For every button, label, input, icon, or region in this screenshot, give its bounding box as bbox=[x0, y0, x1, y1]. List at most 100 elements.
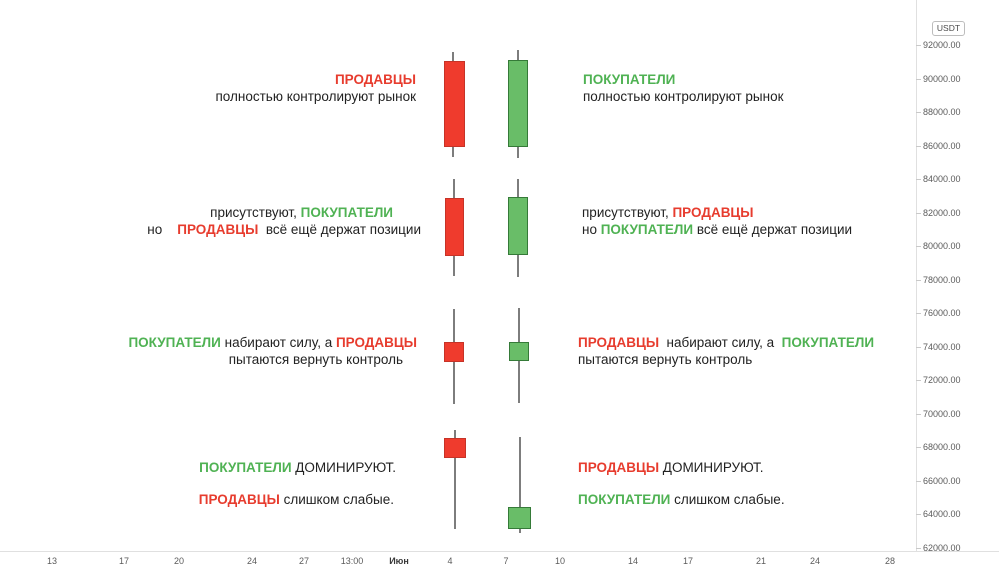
candle-body-bearish bbox=[445, 198, 464, 256]
time-axis-label: 27 bbox=[298, 556, 309, 566]
annotation-right-row1: ПОКУПАТЕЛИ полностью контролируют рынок bbox=[583, 71, 784, 105]
time-axis-label: 14 bbox=[627, 556, 638, 566]
annotation-segment-black: присутствуют, bbox=[582, 205, 673, 220]
price-axis-tick bbox=[916, 481, 921, 482]
price-axis-tick bbox=[916, 146, 921, 147]
annotation-line: полностью контролируют рынок bbox=[216, 88, 417, 105]
price-axis-line bbox=[916, 0, 917, 552]
price-axis-tick bbox=[916, 447, 921, 448]
time-axis-label: 24 bbox=[246, 556, 257, 566]
annotation-segment-black: полностью контролируют рынок bbox=[215, 89, 417, 104]
price-axis-tick bbox=[916, 280, 921, 281]
time-axis[interactable]: 13 17 20 24 27 13:00 Июн 4 7 10 14 17 21 24 28 bbox=[0, 552, 999, 582]
annotation-segment-green: ПОКУПАТЕЛИ bbox=[781, 335, 875, 350]
annotation-segment-black: пытаются вернуть контроль bbox=[228, 352, 403, 367]
annotation-segment-red: ПРОДАВЦЫ bbox=[198, 492, 280, 507]
annotation-left-row4: ПОКУПАТЕЛИ ДОМИНИРУЮТ. ПРОДАВЦЫ слишком с… bbox=[199, 459, 396, 508]
price-axis-tick bbox=[916, 514, 921, 515]
annotation-segment-green: ПОКУПАТЕЛИ bbox=[296, 205, 393, 220]
annotation-segment-red: ПРОДАВЦЫ bbox=[335, 335, 417, 350]
candle-body-bullish bbox=[509, 342, 529, 361]
annotation-segment-green: ПОКУПАТЕЛИ bbox=[583, 72, 676, 87]
price-axis-label: 84000.00 bbox=[923, 174, 961, 184]
price-axis-label: 82000.00 bbox=[923, 208, 961, 218]
annotation-line: но ПРОДАВЦЫ всё ещё держат позиции bbox=[147, 221, 421, 238]
annotation-left-row2: присутствуют, ПОКУПАТЕЛИ но ПРОДАВЦЫ всё … bbox=[147, 204, 421, 238]
time-axis-label: 17 bbox=[682, 556, 693, 566]
price-axis-tick bbox=[916, 179, 921, 180]
annotation-segment-green: ПОКУПАТЕЛИ bbox=[128, 335, 221, 350]
time-axis-label: 21 bbox=[755, 556, 766, 566]
annotation-line: ПОКУПАТЕЛИ слишком слабые. bbox=[578, 491, 785, 508]
annotation-segment-black: всё ещё держат позиции bbox=[258, 222, 421, 237]
annotation-line: полностью контролируют рынок bbox=[583, 88, 784, 105]
price-axis-label: 68000.00 bbox=[923, 442, 961, 452]
price-axis-tick bbox=[916, 380, 921, 381]
price-axis-label: 88000.00 bbox=[923, 107, 961, 117]
annotation-segment-red: ПРОДАВЦЫ bbox=[334, 72, 416, 87]
price-axis-tick bbox=[916, 112, 921, 113]
time-axis-label: 4 bbox=[447, 556, 453, 566]
annotation-line: ПОКУПАТЕЛИ bbox=[583, 71, 784, 88]
candle-body-bearish bbox=[444, 342, 464, 362]
time-axis-label: 7 bbox=[503, 556, 509, 566]
annotation-segment-red: ПРОДАВЦЫ bbox=[578, 460, 660, 475]
candle-wick bbox=[454, 430, 456, 529]
annotation-segment-red: ПРОДАВЦЫ bbox=[578, 335, 660, 350]
annotation-segment-black: всё ещё держат позиции bbox=[693, 222, 853, 237]
annotation-segment-black: ДОМИНИРУЮТ. bbox=[291, 460, 396, 475]
annotation-line: присутствуют, ПРОДАВЦЫ bbox=[582, 204, 852, 221]
annotation-segment-black: но bbox=[582, 222, 601, 237]
price-axis-label: 76000.00 bbox=[923, 308, 961, 318]
annotation-line: ПРОДАВЦЫ слишком слабые. bbox=[199, 491, 396, 508]
annotation-line: присутствуют, ПОКУПАТЕЛИ bbox=[147, 204, 421, 221]
annotation-line: ПРОДАВЦЫ bbox=[216, 71, 416, 88]
time-axis-label: 13 bbox=[46, 556, 57, 566]
price-axis-label: 90000.00 bbox=[923, 74, 961, 84]
price-axis-label: 78000.00 bbox=[923, 275, 961, 285]
price-axis-label: 86000.00 bbox=[923, 141, 961, 151]
price-axis-tick bbox=[916, 313, 921, 314]
annotation-right-row4: ПРОДАВЦЫ ДОМИНИРУЮТ. ПОКУПАТЕЛИ слишком с… bbox=[578, 459, 785, 508]
annotation-segment-green: ПОКУПАТЕЛИ bbox=[600, 222, 694, 237]
annotation-segment-black: но bbox=[147, 222, 178, 237]
price-axis-tick bbox=[916, 213, 921, 214]
annotation-segment-black: слишком слабые. bbox=[279, 492, 394, 507]
annotation-line: но ПОКУПАТЕЛИ всё ещё держат позиции bbox=[582, 221, 852, 238]
annotation-left-row3: ПОКУПАТЕЛИ набирают силу, а ПРОДАВЦЫ пыта… bbox=[128, 334, 417, 368]
annotation-line: ПРОДАВЦЫ набирают силу, а ПОКУПАТЕЛИ bbox=[578, 334, 874, 351]
time-axis-label: 28 bbox=[884, 556, 895, 566]
price-axis-label: 62000.00 bbox=[923, 543, 961, 553]
annotation-right-row3: ПРОДАВЦЫ набирают силу, а ПОКУПАТЕЛИ пыта… bbox=[578, 334, 874, 368]
price-axis-label: 66000.00 bbox=[923, 476, 961, 486]
time-axis-label: 20 bbox=[173, 556, 184, 566]
price-axis-tick bbox=[916, 548, 921, 549]
time-axis-label: 24 bbox=[809, 556, 820, 566]
currency-unit-badge[interactable]: USDT bbox=[932, 21, 965, 36]
annotation-segment-black: набирают силу, а bbox=[659, 335, 782, 350]
price-axis-tick bbox=[916, 45, 921, 46]
annotation-line: ПОКУПАТЕЛИ набирают силу, а ПРОДАВЦЫ bbox=[128, 334, 417, 351]
annotation-left-row1: ПРОДАВЦЫ полностью контролируют рынок bbox=[216, 71, 417, 105]
price-axis-tick bbox=[916, 414, 921, 415]
time-axis-label: Июн bbox=[389, 556, 409, 566]
price-axis-tick bbox=[916, 347, 921, 348]
annotation-line: ПРОДАВЦЫ ДОМИНИРУЮТ. bbox=[578, 459, 785, 476]
annotation-segment-black: слишком слабые. bbox=[670, 492, 785, 507]
candle-body-bullish bbox=[508, 60, 528, 147]
price-axis[interactable]: USDT 92000.00 90000.00 88000.00 86000.00 840… bbox=[916, 0, 999, 553]
price-axis-label: 64000.00 bbox=[923, 509, 961, 519]
time-axis-line bbox=[0, 551, 999, 552]
annotation-right-row2: присутствуют, ПРОДАВЦЫ но ПОКУПАТЕЛИ всё … bbox=[582, 204, 852, 238]
annotation-segment-green: ПОКУПАТЕЛИ bbox=[578, 492, 671, 507]
annotation-line: ПОКУПАТЕЛИ ДОМИНИРУЮТ. bbox=[199, 459, 396, 476]
candle-body-bullish bbox=[508, 507, 531, 529]
annotation-segment-black: пытаются вернуть контроль bbox=[578, 352, 753, 367]
price-axis-tick bbox=[916, 79, 921, 80]
candle-body-bearish bbox=[444, 61, 465, 147]
candle-body-bearish bbox=[444, 438, 466, 458]
time-axis-label: 10 bbox=[554, 556, 565, 566]
annotation-line: пытаются вернуть контроль bbox=[578, 351, 874, 368]
price-axis-label: 74000.00 bbox=[923, 342, 961, 352]
